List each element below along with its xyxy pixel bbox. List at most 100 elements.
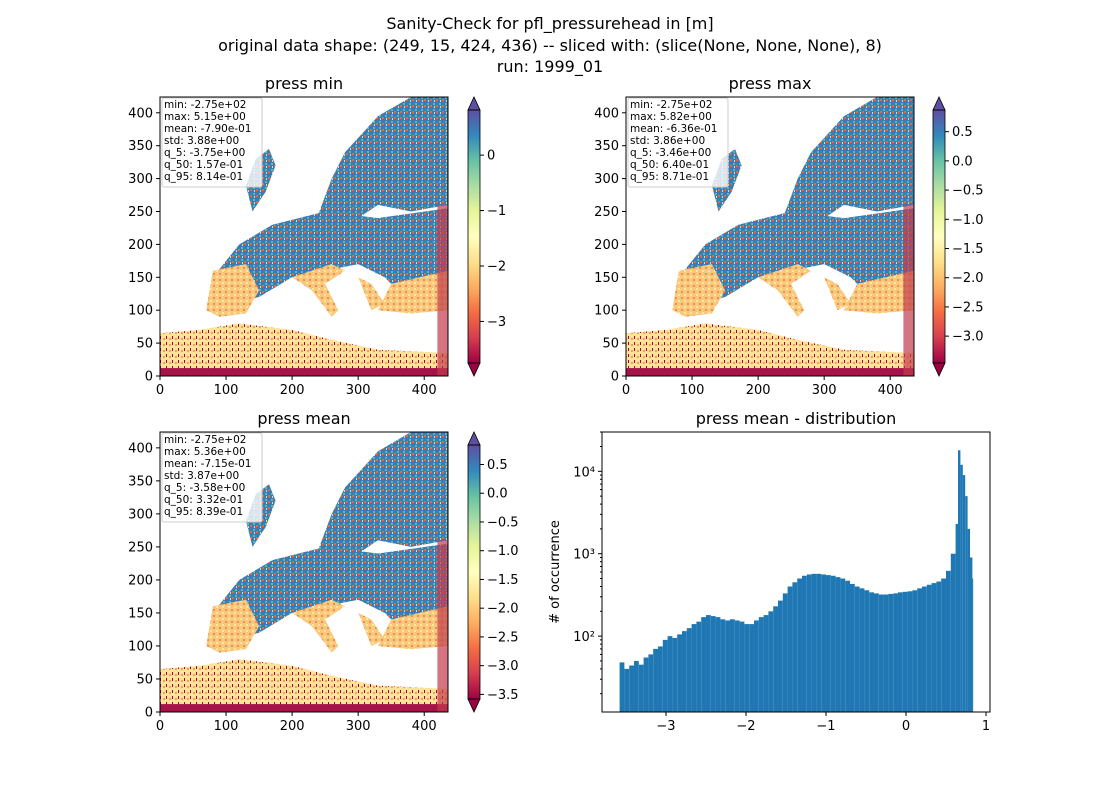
y-tick-label: 10⁴ (573, 465, 595, 480)
heatmap-image (626, 97, 914, 376)
y-tick-label: 100 (594, 304, 619, 319)
histogram-bar (859, 588, 865, 712)
histogram-bar (682, 631, 687, 712)
x-tick-label: 1 (982, 719, 990, 734)
figure-title-line-1: Sanity-Check for pfl_pressurehead in [m] (386, 14, 713, 34)
southern-boundary-band (626, 368, 914, 376)
histogram-bar (672, 637, 678, 712)
land-scandinavia (311, 432, 448, 567)
histogram-bar (878, 594, 884, 712)
y-tick-label: 10³ (573, 548, 595, 563)
colorbar-extend-min (932, 362, 946, 377)
histogram-bar (962, 475, 966, 712)
histogram-bar (926, 584, 932, 712)
histogram-bar (941, 578, 946, 712)
x-tick-label: −3 (656, 719, 675, 734)
histogram-bar (624, 668, 630, 712)
land-iberia (206, 599, 260, 653)
histogram-bar (902, 591, 908, 712)
colorbar-tick-label: −2 (487, 259, 506, 274)
histogram-bar (821, 574, 826, 712)
stats-line: q_50: 1.57e-01 (164, 159, 243, 171)
histogram-bar (874, 593, 879, 712)
stats-line: std: 3.88e+00 (164, 135, 239, 147)
colorbar-tick-label: 0.5 (952, 125, 973, 140)
histogram-bar (806, 574, 812, 712)
colorbar-tick-label: −3.0 (487, 659, 519, 674)
land-anatolia (378, 606, 448, 650)
colorbar-tick-label: −1 (487, 204, 506, 219)
colorbar-tick-label: −2.5 (487, 630, 519, 645)
stats-line: min: -2.75e+02 (164, 434, 246, 446)
histogram-bar (967, 528, 970, 712)
histogram-bar (763, 615, 769, 712)
histogram-bar (648, 654, 654, 712)
histogram-bar (955, 523, 958, 712)
colorbar-tick-label: −0.5 (487, 515, 519, 530)
y-tick-label: 300 (128, 507, 153, 522)
histogram-panel: press mean - distribution # of occurrence… (548, 409, 991, 734)
histogram-bar (811, 573, 817, 712)
eastern-boundary-strip (437, 540, 448, 712)
panel-title: press max (729, 74, 812, 93)
land-continental-europe (678, 208, 914, 304)
x-tick-label: −1 (816, 719, 835, 734)
histogram-title: press mean - distribution (696, 409, 896, 428)
stats-box (161, 97, 263, 188)
stats-line: max: 5.36e+00 (164, 446, 246, 458)
histogram-bar (734, 620, 740, 712)
x-tick-label: 200 (280, 719, 305, 734)
stats-box (161, 432, 263, 523)
histogram-bar (950, 553, 956, 712)
histogram-bar (720, 619, 726, 712)
panel-title: press mean (257, 409, 350, 428)
axes-frame (159, 96, 449, 377)
histogram-bar (749, 624, 754, 712)
land-anatolia (378, 270, 448, 314)
land-scandinavia (777, 97, 914, 232)
histogram-bar (946, 570, 951, 712)
histogram-bar (758, 617, 764, 712)
histogram-bar (629, 665, 634, 712)
histogram-bar (744, 624, 750, 712)
y-tick-label: 0 (611, 370, 619, 385)
histogram-bar (958, 450, 961, 712)
y-tick-label: 200 (594, 238, 619, 253)
histogram-bar (864, 590, 870, 712)
stats-line: q_95: 8.39e-01 (164, 506, 243, 518)
histogram-bar (634, 660, 639, 712)
histogram-bar (912, 590, 918, 712)
stats-line: min: -2.75e+02 (630, 99, 712, 111)
histogram-bar (662, 639, 668, 712)
land-italy-balkans (292, 599, 385, 653)
y-tick-label: 100 (128, 304, 153, 319)
map-panel-2: press max 0 100 200 300 400 0 50 100 150 200 250 300… (594, 74, 983, 398)
histogram-bar (730, 619, 735, 712)
y-tick-label: 350 (128, 139, 153, 154)
figure-title-line-3: run: 1999_01 (497, 57, 603, 77)
colorbar: 0.5 0.0 −0.5 −1.0 −1.5 −2.0 −2.5 −3.0 (932, 96, 984, 377)
histogram-bar (686, 628, 692, 712)
stats-line: q_50: 3.32e-01 (164, 494, 243, 506)
histogram-bar (802, 575, 807, 712)
stats-line: q_95: 8.14e-01 (164, 171, 243, 183)
y-tick-label: 400 (128, 106, 153, 121)
histogram-bar (677, 634, 682, 712)
histogram-bar (931, 583, 937, 712)
land-anatolia (844, 270, 914, 314)
land-north-africa (626, 323, 914, 376)
x-tick-label: 0 (156, 383, 164, 398)
colorbar-tick-label: −0.5 (952, 184, 984, 199)
histogram-bar (883, 594, 889, 712)
histogram-bar (965, 496, 968, 712)
land-continental-europe (212, 208, 448, 304)
stats-line: q_95: 8.71e-01 (630, 171, 709, 183)
histogram-bar (653, 648, 658, 712)
land-iberia (672, 264, 726, 317)
land-italy-balkans (292, 264, 385, 317)
histogram-bar (845, 580, 850, 712)
x-tick-label: 0 (156, 719, 164, 734)
x-tick-label: 400 (878, 383, 903, 398)
histogram-bar (787, 586, 793, 712)
histogram-bar (960, 464, 963, 712)
